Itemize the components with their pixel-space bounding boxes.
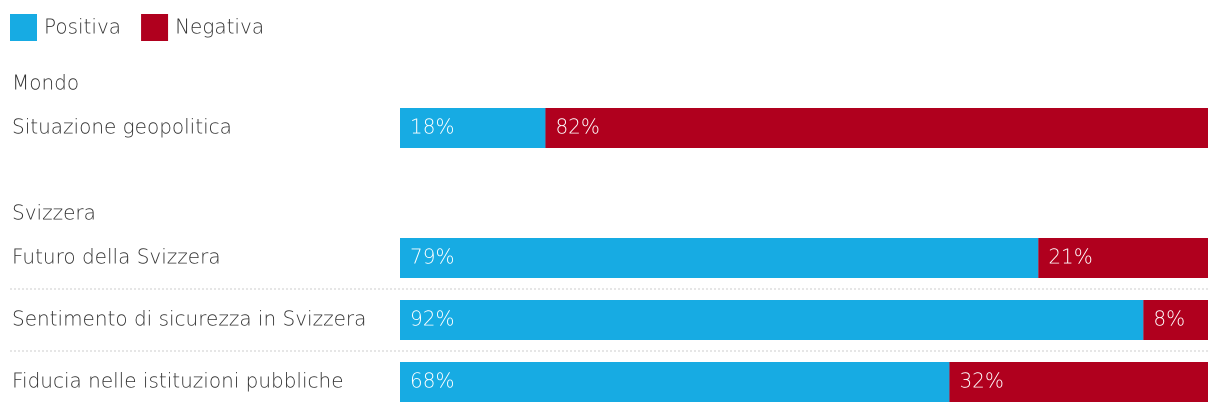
category-label: Futuro della Svizzera	[12, 245, 221, 269]
legend-swatch	[10, 14, 37, 41]
legend-label: Negativa	[175, 15, 264, 39]
group-title: Svizzera	[12, 201, 96, 225]
value-label: 8%	[1153, 307, 1185, 331]
legend-label: Positiva	[44, 15, 121, 39]
value-label: 18%	[410, 115, 454, 139]
bar-segment	[1143, 300, 1208, 340]
bar-segment	[400, 108, 546, 148]
value-label: 21%	[1048, 245, 1092, 269]
value-label: 32%	[959, 369, 1003, 393]
bar-segment	[949, 362, 1208, 402]
category-label: Situazione geopolitica	[12, 115, 232, 139]
value-label: 92%	[410, 307, 454, 331]
bar-segment	[400, 362, 950, 402]
bar-segment	[400, 300, 1144, 340]
value-label: 79%	[410, 245, 454, 269]
bar-segment	[400, 238, 1039, 278]
group-title: Mondo	[12, 71, 79, 95]
value-label: 68%	[410, 369, 454, 393]
category-label: Fiducia nelle istituzioni pubbliche	[12, 369, 344, 393]
legend-swatch	[141, 14, 169, 41]
bar-segment	[545, 108, 1208, 148]
value-label: 82%	[555, 115, 599, 139]
bar-segment	[1038, 238, 1208, 278]
category-label: Sentimento di sicurezza in Svizzera	[12, 307, 366, 331]
